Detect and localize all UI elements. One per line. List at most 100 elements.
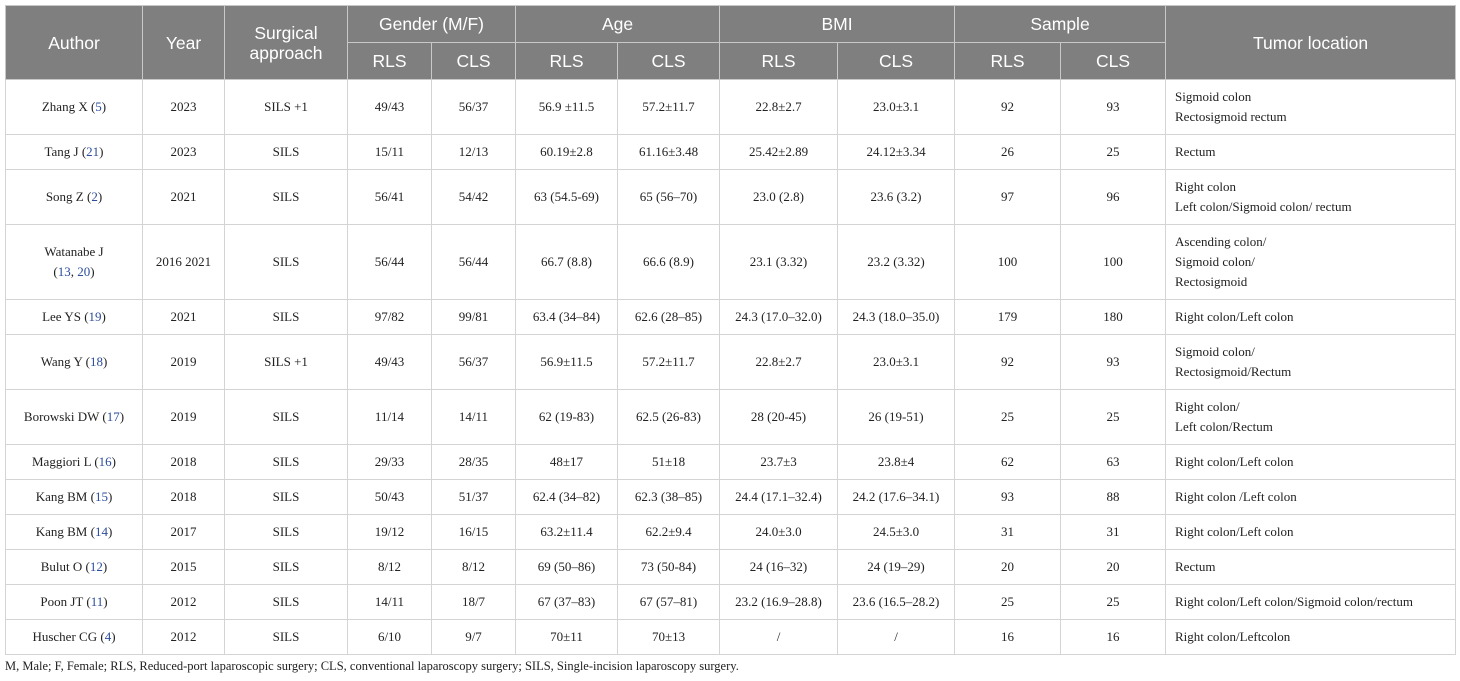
location-cell: Right colon/Left colon <box>1165 299 1457 335</box>
sample-cls-cell: 63 <box>1060 444 1167 480</box>
reference-link[interactable]: 18 <box>89 354 103 369</box>
age-rls-cell: 63.2±11.4 <box>515 514 618 550</box>
reference-link[interactable]: 11 <box>90 594 104 609</box>
year-cell: 2021 <box>142 299 225 335</box>
age-cls-cell: 62.6 (28–85) <box>616 299 721 335</box>
age-cls-cell: 62.5 (26-83) <box>616 389 721 445</box>
approach-cell: SILS +1 <box>224 334 348 390</box>
author-cell: Kang BM (15) <box>5 479 143 515</box>
age-cls-cell: 57.2±11.7 <box>616 334 721 390</box>
table-header: Author Year Surgical approach Gender (M/… <box>5 5 1457 80</box>
year-cell: 2019 <box>142 389 225 445</box>
reference-link[interactable]: 14 <box>94 524 108 539</box>
location-cell: Right colon/Left colon <box>1165 514 1457 550</box>
sample-rls-cell: 93 <box>954 479 1062 515</box>
year-cell: 2021 <box>142 169 225 225</box>
year-cell: 2012 <box>142 584 225 620</box>
header-tumor-location: Tumor location <box>1165 5 1457 80</box>
age-rls-cell: 69 (50–86) <box>515 549 618 585</box>
author-cell: Wang Y (18) <box>5 334 143 390</box>
location-cell: Rectum <box>1165 549 1457 585</box>
table-row: Kang BM (14) 2017 SILS 19/12 16/15 63.2±… <box>5 514 1457 550</box>
header-age: Age <box>514 5 721 43</box>
bmi-rls-cell: 24.3 (17.0–32.0) <box>719 299 839 335</box>
author-cell: Huscher CG (4) <box>5 619 143 655</box>
bmi-cls-cell: 24.3 (18.0–35.0) <box>837 299 956 335</box>
location-cell: Rectum <box>1165 134 1457 170</box>
sample-rls-cell: 16 <box>954 619 1062 655</box>
age-cls-cell: 62.3 (38–85) <box>616 479 721 515</box>
age-cls-cell: 51±18 <box>616 444 721 480</box>
table-row: Borowski DW (17) 2019 SILS 11/14 14/11 6… <box>5 389 1457 445</box>
header-surgical-approach: Surgical approach <box>224 5 348 80</box>
year-cell: 2012 <box>142 619 225 655</box>
reference-link[interactable]: 20 <box>77 264 91 279</box>
reference-link[interactable]: 5 <box>95 99 102 114</box>
sample-cls-cell: 93 <box>1060 334 1167 390</box>
bmi-rls-cell: 22.8±2.7 <box>719 79 839 135</box>
subheader-bmi-rls: RLS <box>719 42 839 80</box>
sample-rls-cell: 179 <box>954 299 1062 335</box>
bmi-cls-cell: 24.5±3.0 <box>837 514 956 550</box>
reference-link[interactable]: 4 <box>104 629 112 644</box>
header-author: Author <box>5 5 143 80</box>
year-cell: 2018 <box>142 444 225 480</box>
gender-cls-cell: 8/12 <box>431 549 516 585</box>
table-row: Song Z (2) 2021 SILS 56/41 54/42 63 (54.… <box>5 169 1457 225</box>
approach-cell: SILS <box>224 479 348 515</box>
location-cell: Right colon/ Left colon/Rectum <box>1165 389 1457 445</box>
year-cell: 2017 <box>142 514 225 550</box>
sample-cls-cell: 100 <box>1060 224 1167 300</box>
age-rls-cell: 56.9 ±11.5 <box>515 79 618 135</box>
bmi-cls-cell: 23.0±3.1 <box>837 334 956 390</box>
table-row: Poon JT (11) 2012 SILS 14/11 18/7 67 (37… <box>5 584 1457 620</box>
bmi-rls-cell: 24.0±3.0 <box>719 514 839 550</box>
reference-link[interactable]: 16 <box>98 454 112 469</box>
reference-link[interactable]: 2 <box>91 189 98 204</box>
subheader-age-rls: RLS <box>515 42 618 80</box>
approach-cell: SILS <box>224 299 348 335</box>
approach-cell: SILS <box>224 134 348 170</box>
gender-rls-cell: 97/82 <box>347 299 432 335</box>
author-cell: Song Z (2) <box>5 169 143 225</box>
bmi-rls-cell: 24 (16–32) <box>719 549 839 585</box>
header-approach-line2: approach <box>249 42 323 63</box>
reference-link[interactable]: 17 <box>106 409 120 424</box>
gender-rls-cell: 49/43 <box>347 334 432 390</box>
bmi-cls-cell: 24.2 (17.6–34.1) <box>837 479 956 515</box>
gender-rls-cell: 6/10 <box>347 619 432 655</box>
reference-link[interactable]: 15 <box>94 489 108 504</box>
reference-link[interactable]: 21 <box>86 144 100 159</box>
sample-cls-cell: 88 <box>1060 479 1167 515</box>
subheader-sample-rls: RLS <box>954 42 1062 80</box>
age-rls-cell: 63.4 (34–84) <box>515 299 618 335</box>
header-approach-line1: Surgical <box>254 22 318 43</box>
approach-cell: SILS +1 <box>224 79 348 135</box>
age-cls-cell: 65 (56–70) <box>616 169 721 225</box>
gender-cls-cell: 14/11 <box>431 389 516 445</box>
table-row: Watanabe J (13, 20) 2016 2021 SILS 56/44… <box>5 224 1457 300</box>
sample-rls-cell: 92 <box>954 334 1062 390</box>
sample-rls-cell: 62 <box>954 444 1062 480</box>
location-cell: Right colon /Left colon <box>1165 479 1457 515</box>
bmi-cls-cell: 24.12±3.34 <box>837 134 956 170</box>
sample-cls-cell: 25 <box>1060 389 1167 445</box>
location-cell: Right colon Left colon/Sigmoid colon/ re… <box>1165 169 1457 225</box>
author-cell: Tang J (21) <box>5 134 143 170</box>
gender-rls-cell: 11/14 <box>347 389 432 445</box>
bmi-rls-cell: 23.1 (3.32) <box>719 224 839 300</box>
gender-rls-cell: 50/43 <box>347 479 432 515</box>
approach-cell: SILS <box>224 389 348 445</box>
reference-link[interactable]: 19 <box>88 309 102 324</box>
author-cell: Zhang X (5) <box>5 79 143 135</box>
year-cell: 2023 <box>142 134 225 170</box>
reference-link[interactable]: 13 <box>57 264 71 279</box>
age-cls-cell: 70±13 <box>616 619 721 655</box>
author-cell: Poon JT (11) <box>5 584 143 620</box>
sample-cls-cell: 96 <box>1060 169 1167 225</box>
author-cell: Maggiori L (16) <box>5 444 143 480</box>
reference-link[interactable]: 12 <box>89 559 103 574</box>
sample-cls-cell: 180 <box>1060 299 1167 335</box>
location-cell: Right colon/Leftcolon <box>1165 619 1457 655</box>
sample-rls-cell: 31 <box>954 514 1062 550</box>
